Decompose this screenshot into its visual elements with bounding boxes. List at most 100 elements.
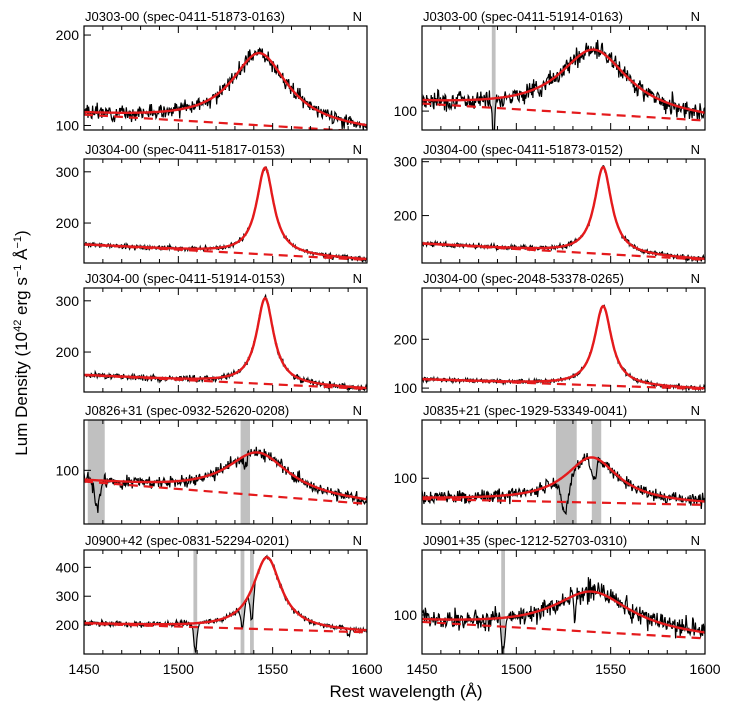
panel-2: 100 J0303-00 (spec-0411-51914-0163) N: [394, 9, 706, 131]
observed-spectrum: [422, 304, 705, 392]
panel-title: J0900+42 (spec-0831-52294-0201): [85, 533, 289, 548]
y-tick-label: 200: [394, 208, 418, 224]
y-tick-label: 200: [394, 331, 418, 347]
panel-7: 100 J0826+31 (spec-0932-52620-0208) N: [56, 403, 368, 525]
panel-title: J0901+35 (spec-1212-52703-0310): [423, 533, 627, 548]
y-tick-label: 200: [56, 344, 80, 360]
x-tick-label: 1600: [689, 661, 720, 677]
mask-region: [250, 550, 254, 654]
panel-flag: N: [353, 403, 362, 418]
panel-8: 100 J0835+21 (spec-1929-53349-0041) N: [394, 403, 706, 525]
y-tick-label: 300: [56, 588, 80, 604]
y-axis-label-mid: erg s: [12, 277, 31, 320]
y-axis-label-unit: Å: [12, 248, 31, 265]
panel-flag: N: [353, 142, 362, 157]
mask-region: [87, 420, 105, 524]
x-tick-label: 1600: [351, 661, 382, 677]
model-fit: [422, 456, 705, 503]
y-tick-label: 200: [56, 27, 80, 43]
panel-title: J0835+21 (spec-1929-53349-0041): [423, 403, 627, 418]
model-fit: [84, 166, 367, 261]
model-fit: [84, 451, 367, 501]
x-tick-label: 1550: [257, 661, 288, 677]
panel-flag: N: [353, 271, 362, 286]
panel-flag: N: [353, 533, 362, 548]
panel-frame: [83, 287, 368, 393]
x-tick-label: 1450: [68, 661, 99, 677]
panel-title: J0303-00 (spec-0411-51914-0163): [423, 9, 623, 24]
model-fit: [84, 51, 367, 127]
panel-title: J0826+31 (spec-0932-52620-0208): [85, 403, 289, 418]
panel-frame: [421, 549, 706, 655]
panel-10: 100 J0901+35 (spec-1212-52703-0310) N 1450 1…: [394, 533, 721, 677]
observed-spectrum: [84, 47, 367, 130]
y-tick-label: 300: [56, 293, 80, 309]
y-tick-label: 100: [394, 470, 418, 486]
continuum-fit: [422, 102, 705, 122]
panel-flag: N: [691, 271, 700, 286]
y-tick-label: 300: [56, 164, 80, 180]
y-tick-label: 100: [56, 462, 80, 478]
model-fit: [422, 590, 705, 634]
panel-flag: N: [691, 142, 700, 157]
panel-frame: [83, 25, 368, 131]
model-fit: [422, 48, 705, 114]
panel-9: 200 300 400 J0900+42 (spec-0831-52294-0201)…: [56, 533, 383, 677]
panel-frame: [421, 287, 706, 393]
y-tick-label: 100: [394, 103, 418, 119]
model-fit: [84, 296, 367, 390]
observed-spectrum: [84, 554, 367, 653]
panel-frame: [421, 419, 706, 525]
mask-region: [193, 550, 198, 654]
panel-frame: [83, 549, 368, 655]
y-tick-label: 200: [56, 617, 80, 633]
panel-flag: N: [691, 533, 700, 548]
panel-1: 100 200 J0303-00 (spec-0411-51873-0163) N: [56, 9, 368, 133]
panel-flag: N: [353, 9, 362, 24]
y-axis-label-close: ): [12, 230, 31, 236]
y-axis-label-main: Lum Density (10: [12, 332, 31, 456]
y-tick-label: 200: [56, 215, 80, 231]
x-tick-label: 1450: [406, 661, 437, 677]
panel-title: J0304-00 (spec-2048-53378-0265): [423, 271, 624, 286]
y-tick-label: 100: [56, 117, 80, 133]
panel-title: J0304-00 (spec-0411-51873-0152): [423, 142, 623, 157]
y-axis-label-exp-3: −1: [12, 236, 24, 249]
observed-spectrum: [84, 446, 367, 513]
panel-flag: N: [691, 403, 700, 418]
panel-title: J0303-00 (spec-0411-51873-0163): [85, 9, 285, 24]
model-fit: [422, 304, 705, 390]
continuum-fit: [422, 620, 705, 640]
y-tick-label: 100: [394, 607, 418, 623]
y-tick-label: 100: [394, 380, 418, 396]
mask-region: [240, 420, 251, 524]
panel-frame: [421, 158, 706, 264]
y-axis-label-exp-2: −1: [12, 265, 24, 278]
x-axis-label: Rest wavelength (Å): [329, 682, 482, 701]
model-fit: [422, 165, 705, 261]
mask-region: [491, 26, 496, 130]
panel-4: 200 300 J0304-00 (spec-0411-51873-0152) N: [394, 142, 706, 264]
continuum-fit: [84, 113, 356, 130]
panel-frame: [421, 25, 706, 131]
x-tick-label: 1500: [163, 661, 194, 677]
x-tick-label: 1500: [501, 661, 532, 677]
mask-region: [240, 550, 245, 654]
panel-3: 200 300 J0304-00 (spec-0411-51817-0153) N: [56, 142, 368, 264]
observed-spectrum: [422, 39, 705, 130]
panel-frame: [83, 419, 368, 525]
y-axis-label-exp-1: 42: [12, 320, 24, 332]
x-tick-label: 1550: [595, 661, 626, 677]
observed-spectrum: [422, 577, 705, 654]
continuum-fit: [422, 497, 705, 506]
panel-6: 100 200 J0304-00 (spec-2048-53378-0265) N: [394, 271, 706, 396]
y-axis-label: Lum Density (1042 erg s−1 Å−1): [12, 230, 31, 455]
panel-frame: [83, 158, 368, 264]
y-tick-label: 300: [394, 154, 418, 170]
continuum-fit: [84, 480, 367, 505]
mask-region: [501, 550, 506, 654]
panel-title: J0304-00 (spec-0411-51914-0153): [85, 271, 285, 286]
panel-title: J0304-00 (spec-0411-51817-0153): [85, 142, 285, 157]
